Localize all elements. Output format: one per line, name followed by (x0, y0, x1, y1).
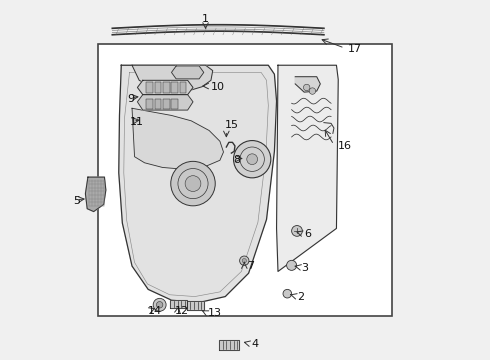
Polygon shape (85, 177, 106, 212)
Text: 2: 2 (297, 292, 304, 302)
Bar (172, 82, 178, 93)
Polygon shape (219, 339, 239, 350)
Text: 8: 8 (234, 154, 241, 165)
Bar (163, 82, 170, 93)
Text: 4: 4 (251, 339, 259, 349)
Circle shape (156, 302, 163, 308)
Text: 11: 11 (129, 117, 144, 127)
Circle shape (303, 84, 310, 91)
Circle shape (185, 176, 201, 192)
Text: 17: 17 (348, 44, 363, 54)
Text: 6: 6 (304, 229, 311, 239)
Polygon shape (187, 301, 204, 310)
Circle shape (153, 298, 166, 311)
Text: 13: 13 (208, 308, 221, 318)
FancyBboxPatch shape (98, 44, 392, 316)
Circle shape (234, 140, 271, 178)
Circle shape (171, 161, 215, 206)
Circle shape (292, 226, 302, 236)
Text: 7: 7 (247, 261, 254, 271)
Polygon shape (171, 300, 187, 309)
Text: 3: 3 (302, 263, 309, 273)
Polygon shape (132, 65, 213, 91)
Bar (155, 82, 161, 93)
Circle shape (242, 258, 246, 263)
Bar (172, 99, 178, 109)
Text: 16: 16 (338, 141, 351, 151)
Polygon shape (119, 65, 276, 303)
Text: 12: 12 (175, 306, 189, 316)
Polygon shape (132, 108, 223, 169)
Text: 10: 10 (211, 82, 225, 92)
Bar (163, 99, 170, 109)
Circle shape (247, 154, 258, 165)
Bar (147, 99, 153, 109)
Bar (155, 99, 161, 109)
Circle shape (283, 289, 292, 298)
Text: 5: 5 (73, 196, 80, 206)
Circle shape (309, 88, 316, 94)
Text: 1: 1 (202, 14, 209, 24)
Polygon shape (295, 77, 320, 92)
Polygon shape (137, 95, 193, 110)
Circle shape (240, 256, 249, 265)
Circle shape (287, 260, 296, 270)
Text: 15: 15 (225, 121, 239, 130)
Text: 14: 14 (147, 306, 162, 316)
Text: 9: 9 (128, 94, 135, 104)
Bar (147, 82, 153, 93)
Polygon shape (172, 66, 204, 79)
Polygon shape (276, 65, 338, 271)
Bar (180, 82, 186, 93)
Polygon shape (137, 80, 193, 95)
